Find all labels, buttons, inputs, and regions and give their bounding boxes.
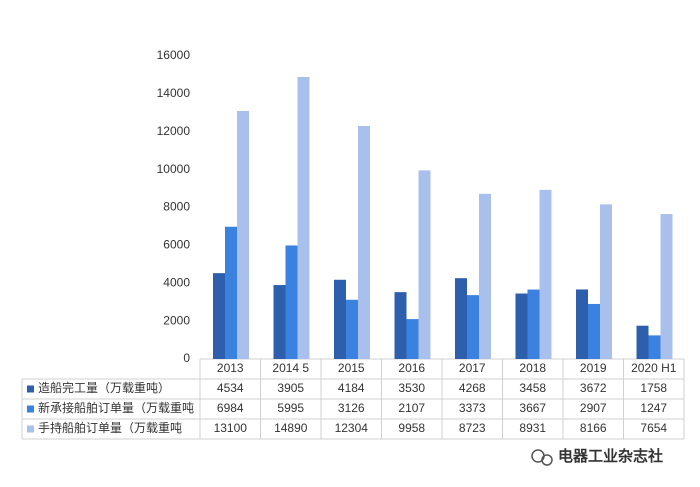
bar <box>334 279 346 359</box>
table-value: 8166 <box>580 421 607 435</box>
x-tick-label: 2013 <box>217 361 244 375</box>
bar <box>600 204 612 359</box>
bar <box>237 110 249 359</box>
bar <box>213 273 225 359</box>
watermark: 电器工业杂志社 <box>531 447 663 466</box>
table-value: 5995 <box>277 401 304 415</box>
bar <box>576 289 588 359</box>
y-tick-label: 16000 <box>157 48 191 62</box>
table-value: 8723 <box>459 421 486 435</box>
bar <box>588 303 600 359</box>
bar <box>539 189 552 359</box>
bar <box>406 319 419 359</box>
bar <box>467 295 479 359</box>
x-tick-label: 2017 <box>459 361 486 375</box>
table-value: 3667 <box>519 401 546 415</box>
table-value: 4184 <box>338 381 365 395</box>
x-tick-label: 2020 H1 <box>631 361 677 375</box>
y-tick-label: 12000 <box>157 124 191 138</box>
x-tick-label: 2019 <box>580 361 607 375</box>
table-value: 12304 <box>335 421 369 435</box>
table-value: 13100 <box>214 421 248 435</box>
bar <box>455 278 467 359</box>
table-value: 14890 <box>274 421 308 435</box>
legend-label: 造船完工量（万载重吨） <box>38 380 170 395</box>
bar <box>515 293 528 359</box>
y-tick-label: 2000 <box>163 313 190 327</box>
x-tick-label: 2018 <box>519 361 546 375</box>
table-value: 6984 <box>217 401 244 415</box>
table-value: 4268 <box>459 381 486 395</box>
y-tick-label: 0 <box>183 351 190 365</box>
y-tick-label: 8000 <box>163 200 190 214</box>
legend-swatch <box>27 425 34 433</box>
bar <box>418 170 431 359</box>
bar <box>479 193 491 359</box>
legend-swatch <box>27 405 34 413</box>
table-value: 2107 <box>398 401 425 415</box>
bar <box>273 285 286 359</box>
bar <box>394 292 407 359</box>
bar <box>527 289 540 359</box>
y-tick-label: 10000 <box>157 162 191 176</box>
table-value: 8931 <box>519 421 546 435</box>
x-tick-label: 2016 <box>398 361 425 375</box>
table-value: 4534 <box>217 381 244 395</box>
bar <box>660 214 673 359</box>
table-value: 3905 <box>277 381 304 395</box>
table-value: 3458 <box>519 381 546 395</box>
bar <box>358 125 370 359</box>
bar <box>297 77 310 359</box>
y-tick-label: 6000 <box>163 238 190 252</box>
x-tick-label: 2015 <box>338 361 365 375</box>
bar <box>225 226 237 359</box>
table-value: 1247 <box>640 401 667 415</box>
table-value: 2907 <box>580 401 607 415</box>
x-tick-label: 2014 5 <box>272 361 309 375</box>
bar <box>346 299 358 359</box>
bar <box>285 245 298 359</box>
table-value: 9958 <box>398 421 425 435</box>
table-value: 3530 <box>398 381 425 395</box>
table-value: 3126 <box>338 401 365 415</box>
watermark-text: 电器工业杂志社 <box>558 447 663 465</box>
legend-swatch <box>27 385 34 393</box>
legend-label: 新承接船舶订单量（万载重吨 <box>38 400 194 415</box>
table-value: 3373 <box>459 401 486 415</box>
legend-label: 手持船舶订单量（万载重吨 <box>38 420 182 435</box>
y-tick-label: 4000 <box>163 275 190 289</box>
bar <box>636 325 649 359</box>
bar <box>648 335 661 359</box>
y-tick-label: 14000 <box>157 86 191 100</box>
table-value: 7654 <box>640 421 667 435</box>
table-value: 3672 <box>580 381 607 395</box>
table-value: 1758 <box>640 381 667 395</box>
